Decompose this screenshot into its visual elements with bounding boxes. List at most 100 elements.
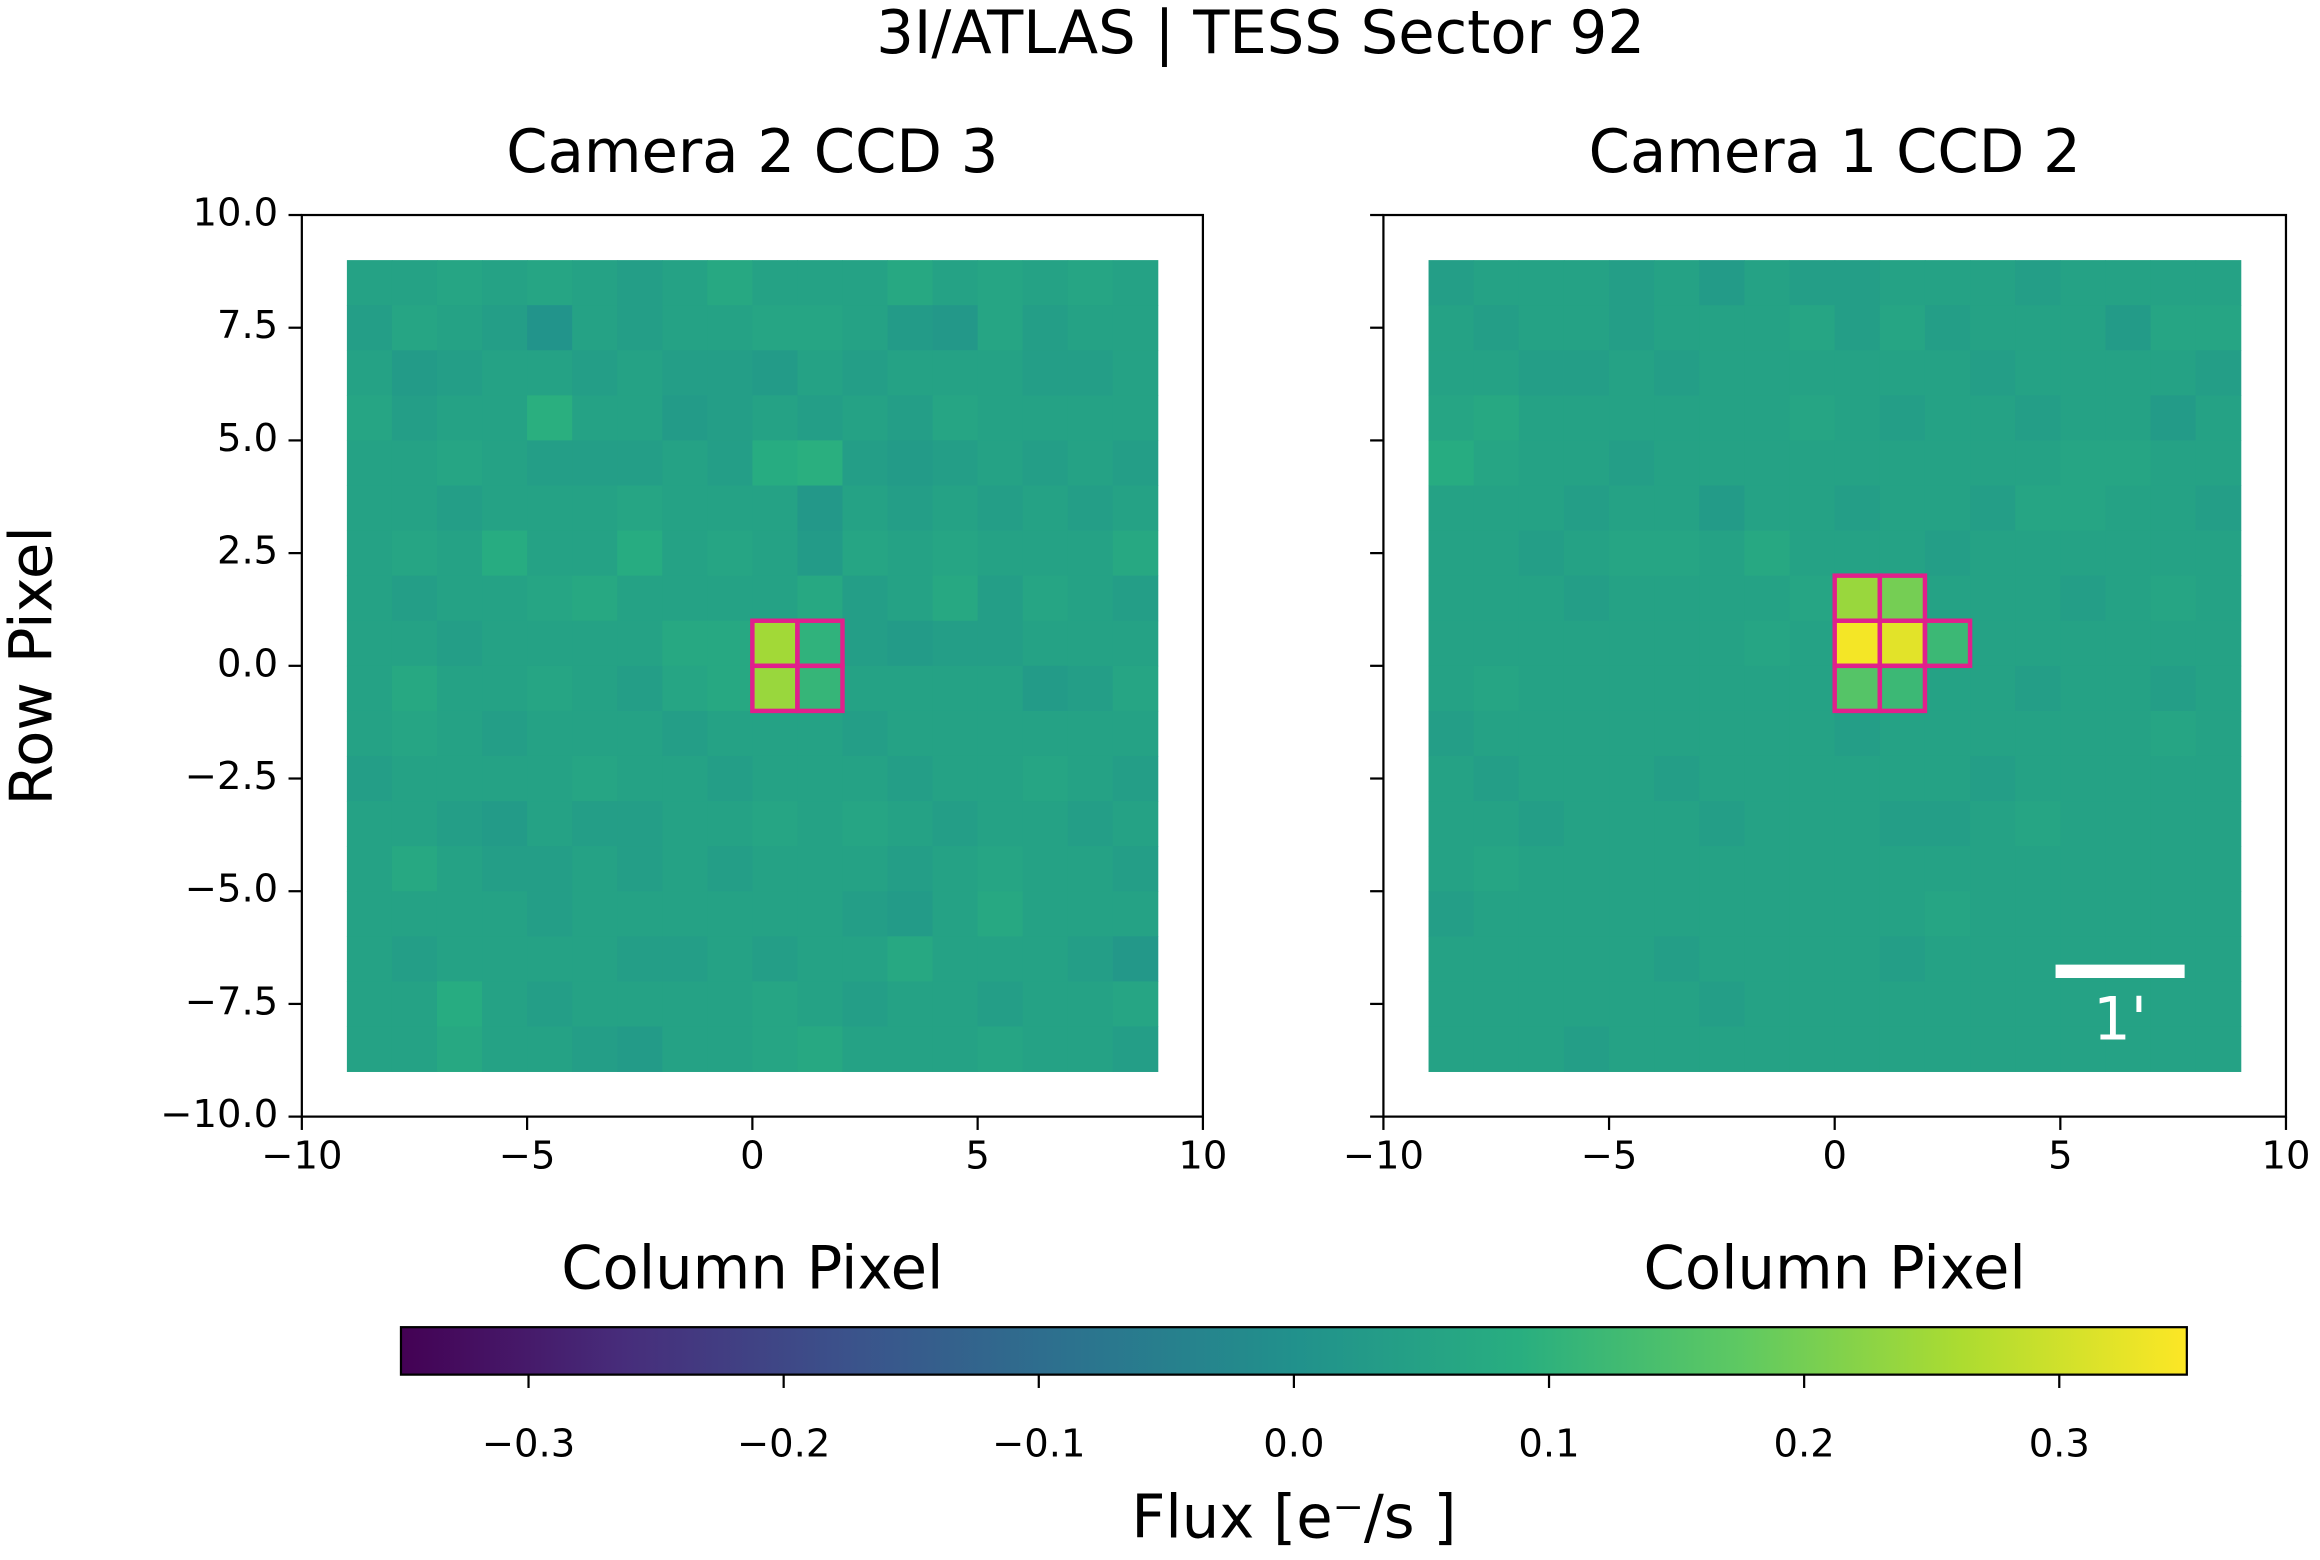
- pixel: [617, 620, 663, 667]
- pixel: [346, 846, 393, 892]
- pixel: [1473, 485, 1520, 532]
- pixel: [842, 530, 888, 577]
- pixel: [1879, 530, 1926, 577]
- pixel: [2060, 981, 2106, 1027]
- pixel: [482, 305, 528, 351]
- pixel: [1067, 801, 1114, 847]
- pixel: [2015, 891, 2061, 937]
- pixel: [707, 846, 753, 892]
- pixel: [932, 710, 979, 757]
- pixel: [527, 350, 573, 396]
- pixel: [436, 665, 483, 712]
- pixel: [1924, 936, 1971, 982]
- pixel: [977, 936, 1024, 982]
- pixel: [2150, 846, 2197, 892]
- pixel: [346, 936, 393, 982]
- pixel: [1518, 801, 1565, 847]
- pixel: [1067, 710, 1114, 757]
- pixel: [1609, 530, 1655, 577]
- pixel: [1518, 575, 1565, 622]
- pixel: [1563, 981, 1610, 1027]
- pixel: [436, 755, 483, 802]
- pixel: [1609, 395, 1655, 441]
- pixel: [1563, 891, 1610, 937]
- pixel: [1518, 981, 1565, 1027]
- pixel: [662, 846, 708, 892]
- pixel: [1970, 936, 2016, 982]
- pixel: [527, 755, 573, 802]
- pixel: [1067, 846, 1114, 892]
- pixel: [1428, 755, 1475, 802]
- pixel: [752, 575, 798, 622]
- pixel: [707, 395, 753, 441]
- pixel: [887, 710, 934, 757]
- pixel: [1879, 981, 1926, 1027]
- pixel: [482, 755, 528, 802]
- pixel: [887, 801, 934, 847]
- pixel: [932, 801, 979, 847]
- pixel: [1563, 575, 1610, 622]
- pixel: [2060, 260, 2106, 306]
- pixel: [752, 710, 798, 757]
- pixel: [2105, 755, 2152, 802]
- pixel: [1970, 1026, 2016, 1072]
- pixel: [752, 665, 798, 712]
- pixel: [1428, 620, 1475, 667]
- pixel: [391, 350, 438, 396]
- pixel: [2015, 260, 2061, 306]
- pixel: [482, 485, 528, 532]
- pixel: [1518, 620, 1565, 667]
- pixel: [662, 485, 708, 532]
- pixel: [1654, 260, 1700, 306]
- pixel: [436, 1026, 483, 1072]
- pixel: [2195, 485, 2242, 532]
- pixel: [1879, 440, 1926, 486]
- pixel: [1112, 891, 1159, 937]
- pixel: [2060, 305, 2106, 351]
- pixel: [1112, 350, 1159, 396]
- pixel: [2105, 485, 2152, 532]
- pixel: [527, 801, 573, 847]
- pixel: [797, 260, 843, 306]
- colorbar-tick-label: 0.1: [1518, 1421, 1579, 1466]
- pixel: [1563, 350, 1610, 396]
- pixel: [1654, 1026, 1700, 1072]
- pixel: [1834, 620, 1881, 667]
- pixel: [436, 981, 483, 1027]
- pixel: [1022, 1026, 1069, 1072]
- pixel: [2150, 350, 2197, 396]
- pixel: [2105, 801, 2152, 847]
- pixel: [1834, 575, 1881, 622]
- pixel: [2195, 575, 2242, 622]
- pixel: [2150, 440, 2197, 486]
- pixel: [1518, 891, 1565, 937]
- pixel: [346, 755, 393, 802]
- pixel: [1970, 530, 2016, 577]
- pixel: [1699, 620, 1745, 667]
- pixel: [527, 1026, 573, 1072]
- pixel: [662, 305, 708, 351]
- pixel: [617, 575, 663, 622]
- pixel: [1112, 620, 1159, 667]
- pixel: [2015, 305, 2061, 351]
- pixel: [2150, 755, 2197, 802]
- pixel: [932, 575, 979, 622]
- pixel: [797, 801, 843, 847]
- y-tick-label: −2.5: [185, 754, 278, 799]
- pixel: [977, 846, 1024, 892]
- pixel: [1067, 350, 1114, 396]
- pixel: [1112, 665, 1159, 712]
- pixel: [2015, 665, 2061, 712]
- pixel: [1067, 575, 1114, 622]
- pixel: [1609, 305, 1655, 351]
- pixel: [2105, 981, 2152, 1027]
- pixel: [977, 305, 1024, 351]
- pixel: [1518, 350, 1565, 396]
- pixel: [572, 620, 618, 667]
- pixel: [707, 1026, 753, 1072]
- pixel: [436, 260, 483, 306]
- pixel: [1473, 575, 1520, 622]
- pixel: [1744, 665, 1791, 712]
- pixel: [482, 665, 528, 712]
- pixel: [1699, 981, 1745, 1027]
